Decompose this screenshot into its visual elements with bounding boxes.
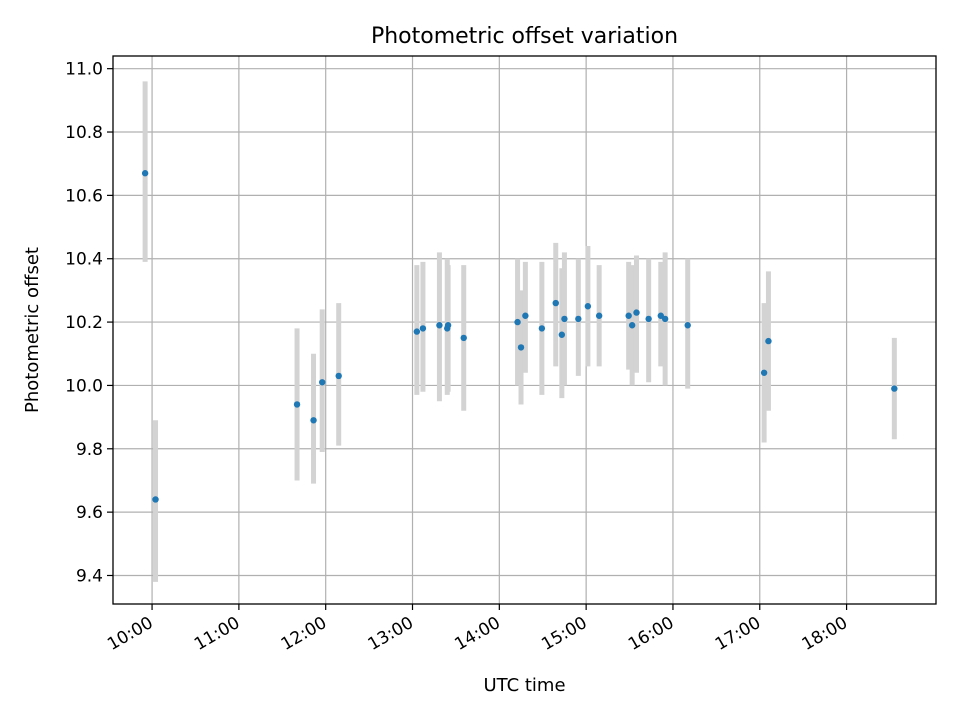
x-tick-label: 12:00 bbox=[278, 613, 330, 655]
data-point bbox=[141, 170, 149, 177]
data-point bbox=[645, 315, 652, 323]
data-point bbox=[760, 369, 768, 376]
data-point bbox=[522, 312, 529, 319]
y-tick-label: 11.0 bbox=[65, 60, 103, 80]
x-tick-label: 14:00 bbox=[451, 613, 503, 655]
data-point bbox=[310, 417, 317, 424]
x-tick-label: 16:00 bbox=[625, 613, 677, 655]
y-tick-label: 10.8 bbox=[65, 123, 103, 143]
data-point bbox=[413, 328, 421, 335]
data-point bbox=[595, 312, 603, 319]
data-point bbox=[765, 337, 772, 345]
x-axis-ticks: 10:00 11:00 12:00 13:00 14:00 15:00 16:00 17:00… bbox=[104, 604, 851, 655]
y-tick-label: 10.6 bbox=[65, 186, 103, 206]
y-tick-label: 10.4 bbox=[65, 250, 103, 270]
data-point bbox=[419, 325, 427, 332]
y-tick-label: 9.4 bbox=[76, 566, 103, 586]
x-tick-label: 18:00 bbox=[799, 613, 851, 655]
data-point bbox=[514, 318, 521, 326]
y-axis-label: Photometric offset bbox=[22, 247, 43, 413]
x-tick-label: 17:00 bbox=[712, 613, 764, 655]
y-axis-ticks: 9.4 9.6 9.8 10.0 10.2 10.4 10.6 10.8 11.0 bbox=[65, 60, 113, 586]
data-point bbox=[517, 344, 525, 351]
data-point bbox=[538, 325, 546, 332]
y-tick-label: 9.8 bbox=[76, 440, 103, 460]
x-tick-label: 11:00 bbox=[191, 613, 243, 655]
data-point bbox=[628, 322, 636, 329]
data-points bbox=[141, 170, 898, 503]
y-tick-label: 9.6 bbox=[76, 503, 103, 523]
x-tick-label: 10:00 bbox=[104, 613, 156, 655]
x-tick-label: 13:00 bbox=[365, 613, 417, 655]
y-tick-label: 10.2 bbox=[65, 313, 103, 333]
data-point bbox=[561, 315, 568, 323]
data-point bbox=[319, 379, 326, 386]
data-point bbox=[436, 322, 443, 329]
data-point bbox=[684, 322, 691, 329]
error-bars bbox=[142, 81, 897, 582]
plot-frame bbox=[112, 55, 937, 605]
data-point bbox=[335, 372, 342, 380]
data-point bbox=[152, 496, 159, 503]
data-point bbox=[444, 322, 452, 329]
x-axis-label: UTC time bbox=[483, 675, 565, 696]
data-point bbox=[625, 312, 632, 319]
data-point bbox=[575, 315, 582, 323]
data-point bbox=[891, 385, 898, 392]
data-point bbox=[558, 331, 566, 338]
data-point bbox=[661, 315, 669, 323]
data-point bbox=[460, 334, 467, 342]
data-point bbox=[293, 401, 301, 408]
chart-title: Photometric offset variation bbox=[371, 24, 678, 49]
x-tick-label: 15:00 bbox=[538, 613, 590, 655]
data-point bbox=[633, 309, 640, 316]
data-point bbox=[552, 299, 559, 307]
data-point bbox=[584, 303, 592, 310]
y-tick-label: 10.0 bbox=[65, 376, 103, 396]
